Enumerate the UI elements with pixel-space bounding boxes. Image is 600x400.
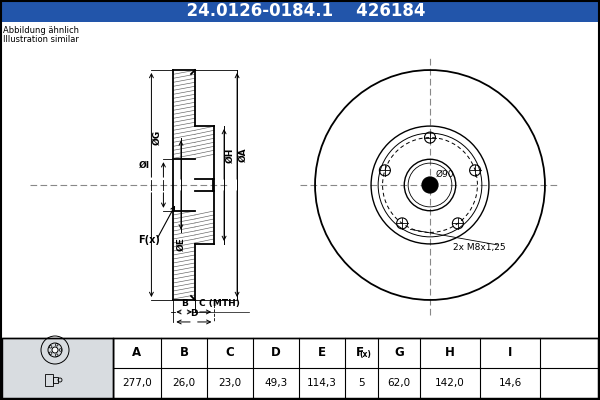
Circle shape [52, 347, 58, 353]
Text: B: B [181, 299, 188, 308]
Bar [0, 0, 600, 22]
Text: 49,3: 49,3 [265, 378, 287, 388]
Text: ØE: ØE [176, 238, 185, 251]
Text: H: H [445, 346, 455, 360]
Text: C: C [226, 346, 235, 360]
Text: ØA: ØA [238, 148, 247, 162]
Text: 142,0: 142,0 [435, 378, 465, 388]
Text: I: I [508, 346, 512, 360]
Text: 114,3: 114,3 [307, 378, 337, 388]
Bar [53, 377, 58, 383]
Text: 26,0: 26,0 [172, 378, 196, 388]
Bar [113, 338, 598, 398]
Text: 5: 5 [358, 378, 365, 388]
Circle shape [422, 177, 438, 193]
Text: Ø90: Ø90 [436, 170, 455, 179]
Bar [45, 374, 53, 386]
Text: D: D [271, 346, 281, 360]
Text: 14,6: 14,6 [499, 378, 521, 388]
Text: ØH: ØH [225, 147, 234, 163]
Text: B: B [179, 346, 188, 360]
Text: F: F [355, 346, 364, 360]
Text: 23,0: 23,0 [218, 378, 242, 388]
Text: Abbildung ähnlich: Abbildung ähnlich [3, 26, 79, 35]
Text: G: G [394, 346, 404, 360]
Text: F(x): F(x) [139, 235, 160, 245]
Bar [0, 22, 600, 338]
Text: 62,0: 62,0 [388, 378, 410, 388]
Text: ØG: ØG [152, 130, 161, 144]
Text: ØI: ØI [138, 160, 149, 170]
Text: 2x M8x1,25: 2x M8x1,25 [453, 243, 505, 252]
Text: (x): (x) [359, 350, 371, 360]
Text: 24.0126-0184.1    426184: 24.0126-0184.1 426184 [175, 2, 425, 20]
Text: C (MTH): C (MTH) [199, 299, 240, 308]
Text: Illustration similar: Illustration similar [3, 35, 79, 44]
Bar [2, 338, 113, 398]
Text: D: D [190, 309, 197, 318]
Text: 277,0: 277,0 [122, 378, 152, 388]
Text: E: E [318, 346, 326, 360]
Text: A: A [133, 346, 142, 360]
